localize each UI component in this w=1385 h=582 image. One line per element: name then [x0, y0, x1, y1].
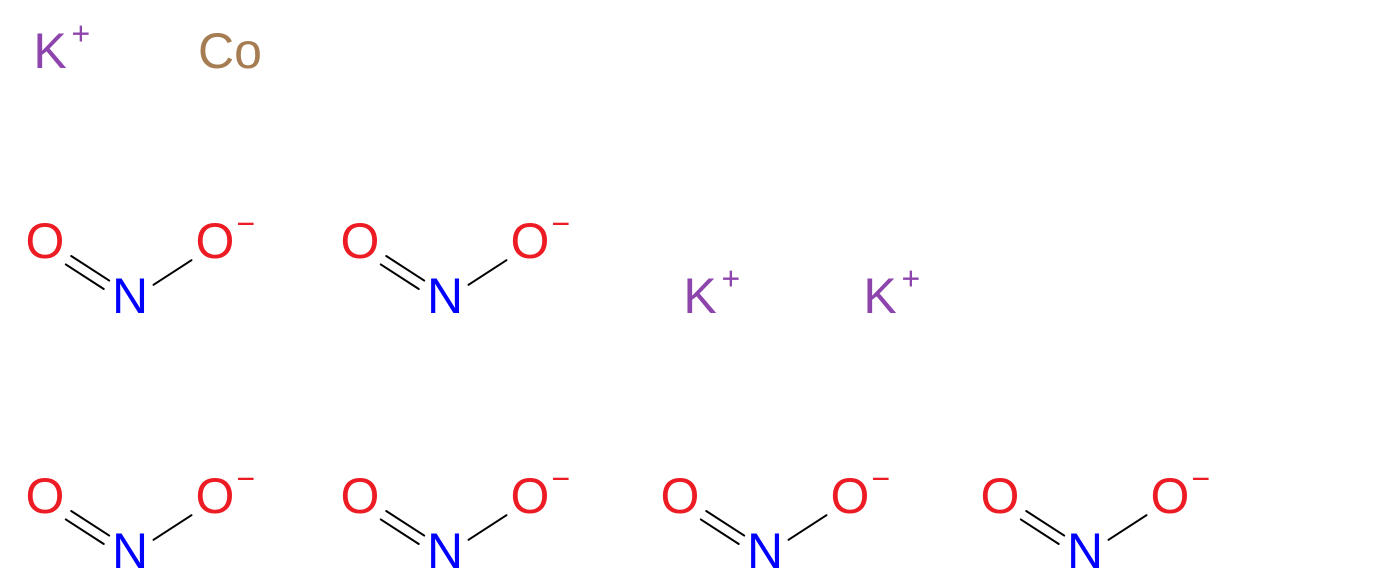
- atom-charge: −: [237, 460, 256, 496]
- atom-K3: K+: [863, 260, 920, 324]
- atom-label: O: [511, 468, 550, 524]
- bond: [381, 519, 419, 544]
- atom-charge: −: [1192, 460, 1211, 496]
- atom-label: O: [196, 468, 235, 524]
- bond: [154, 515, 192, 540]
- bond: [789, 515, 827, 540]
- atom-label: O: [831, 468, 870, 524]
- chemical-diagram: K+CoONO−ONO−K+K+ONO−ONO−ONO−ONO−: [0, 0, 1385, 582]
- atom-label: O: [661, 468, 700, 524]
- atom-label: O: [341, 468, 380, 524]
- bond: [706, 511, 744, 536]
- bond: [469, 260, 507, 285]
- bond: [386, 511, 424, 536]
- bond: [71, 256, 109, 281]
- bond: [701, 519, 739, 544]
- atom-label: O: [981, 468, 1020, 524]
- bond: [381, 264, 419, 289]
- atom-O2a: O: [341, 213, 380, 269]
- atom-label: Co: [198, 23, 262, 79]
- atom-label: O: [511, 213, 550, 269]
- atom-O5b: O−: [831, 460, 891, 524]
- bond: [1109, 515, 1147, 540]
- atom-Co: Co: [198, 23, 262, 79]
- atom-charge: +: [72, 15, 91, 51]
- atom-label: O: [1151, 468, 1190, 524]
- atom-O5a: O: [661, 468, 700, 524]
- atom-label: K: [33, 23, 66, 79]
- atom-K2: K+: [683, 260, 740, 324]
- atom-O1b: O−: [196, 205, 256, 269]
- atom-O4b: O−: [511, 460, 571, 524]
- bond: [1021, 519, 1059, 544]
- bond: [66, 519, 104, 544]
- atom-O3b: O−: [196, 460, 256, 524]
- atom-charge: +: [902, 260, 921, 296]
- atom-O1a: O: [26, 213, 65, 269]
- bond: [469, 515, 507, 540]
- atom-N1: N: [112, 268, 148, 324]
- atom-O6a: O: [981, 468, 1020, 524]
- atom-label: N: [112, 268, 148, 324]
- atom-charge: +: [722, 260, 741, 296]
- atom-N4: N: [427, 523, 463, 579]
- bond: [66, 264, 104, 289]
- atom-label: O: [26, 213, 65, 269]
- atom-label: O: [26, 468, 65, 524]
- bond: [71, 511, 109, 536]
- atom-O6b: O−: [1151, 460, 1211, 524]
- atom-label: N: [112, 523, 148, 579]
- atom-O2b: O−: [511, 205, 571, 269]
- atom-label: N: [427, 268, 463, 324]
- atom-charge: −: [552, 460, 571, 496]
- atom-label: N: [1067, 523, 1103, 579]
- bond: [1026, 511, 1064, 536]
- atom-charge: −: [552, 205, 571, 241]
- atom-label: O: [341, 213, 380, 269]
- atom-label: K: [863, 268, 896, 324]
- atom-charge: −: [872, 460, 891, 496]
- atom-label: O: [196, 213, 235, 269]
- atom-N6: N: [1067, 523, 1103, 579]
- atom-O4a: O: [341, 468, 380, 524]
- atom-label: N: [427, 523, 463, 579]
- atom-N3: N: [112, 523, 148, 579]
- atom-N5: N: [747, 523, 783, 579]
- atom-N2: N: [427, 268, 463, 324]
- bond: [154, 260, 192, 285]
- atom-K1: K+: [33, 15, 90, 79]
- atom-O3a: O: [26, 468, 65, 524]
- atom-charge: −: [237, 205, 256, 241]
- bond: [386, 256, 424, 281]
- atom-label: N: [747, 523, 783, 579]
- atom-label: K: [683, 268, 716, 324]
